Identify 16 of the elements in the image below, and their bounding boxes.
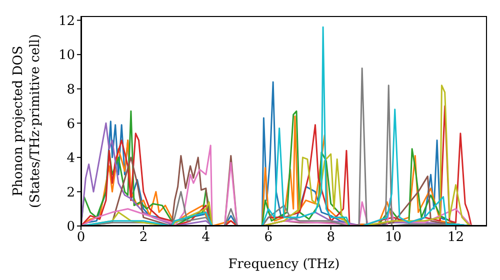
y-tick-label: 10 xyxy=(58,48,75,64)
x-tick-label: 2 xyxy=(139,230,148,246)
x-axis-title: Frequency (THz) xyxy=(228,257,340,272)
y-tick-label: 6 xyxy=(66,116,75,132)
x-tick-label: 6 xyxy=(264,230,273,246)
x-tick-label: 12 xyxy=(447,230,464,246)
y-tick-label: 0 xyxy=(66,220,75,235)
x-tick-label: 0 xyxy=(76,230,86,246)
y-tick-label: 12 xyxy=(58,14,75,29)
y-tick-label: 4 xyxy=(66,151,75,166)
y-axis-title: Phonon projected DOS (States/THz·primitive cell) xyxy=(11,34,43,208)
x-tick-label: 10 xyxy=(385,230,402,246)
y-tick-label: 8 xyxy=(66,82,75,98)
x-tick-label: 4 xyxy=(202,230,210,246)
y-tick-label: 2 xyxy=(66,185,75,200)
x-tick-label: 8 xyxy=(326,230,335,246)
